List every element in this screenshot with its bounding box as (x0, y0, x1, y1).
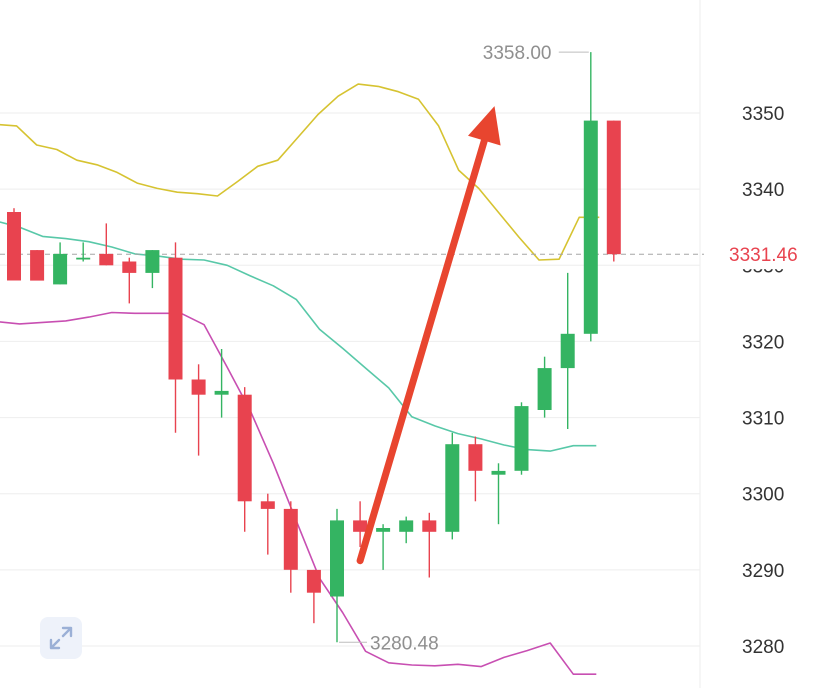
y-tick-label: 3290 (742, 561, 784, 582)
bollinger-bands (0, 83, 600, 676)
y-tick-label: 3340 (742, 180, 784, 201)
candle (330, 508, 344, 643)
candle-body-down (422, 520, 437, 532)
expand-button[interactable] (40, 617, 82, 659)
candle-body-down (606, 120, 621, 255)
candle-body-up (491, 470, 506, 475)
candle-body-down (168, 257, 183, 380)
candle (260, 493, 275, 555)
candle-body-up (560, 333, 575, 369)
candle-body-up (445, 444, 460, 532)
candle (583, 52, 598, 342)
candle (422, 512, 437, 578)
y-tick-label: 3280 (742, 637, 784, 658)
candle-body-down (260, 501, 275, 509)
y-tick-label: 3350 (742, 104, 784, 125)
candle-body-up (376, 528, 391, 532)
candle-body-up (537, 368, 552, 410)
candle-body-down (99, 253, 114, 266)
candlesticks (7, 52, 621, 643)
annotations: 3358.00 3280.48 (339, 43, 589, 654)
candle (283, 501, 298, 593)
current-price-label-bg (704, 239, 826, 270)
band-middle-line (0, 221, 597, 452)
candle (376, 524, 391, 570)
candle (353, 501, 368, 547)
y-tick-label: 3310 (742, 409, 784, 430)
candle (237, 387, 252, 532)
candle (30, 250, 45, 281)
candle (560, 272, 575, 429)
high-annotation-label: 3358.00 (483, 43, 552, 64)
price-axis: 328032903300331033203330334033503331.46 (704, 104, 826, 658)
candle-body-up (53, 253, 68, 285)
y-tick-label: 3300 (742, 485, 784, 506)
candle (306, 569, 321, 624)
candle-body-up (214, 390, 229, 395)
candle (399, 516, 414, 544)
y-tick-label: 3320 (742, 332, 784, 353)
candle-body-down (30, 250, 45, 281)
candle (445, 432, 460, 540)
candle (537, 356, 552, 418)
candle (214, 349, 229, 418)
expand-diagonal-icon (49, 626, 73, 650)
candle (7, 208, 21, 281)
candle-body-up (399, 520, 414, 532)
candle (514, 402, 529, 475)
candle-body-down (7, 212, 21, 281)
trend-arrow-head (468, 106, 501, 146)
candle (468, 436, 483, 502)
candle (145, 250, 160, 289)
current-price-label: 3331.46 (729, 245, 798, 266)
candle (168, 242, 183, 433)
candle-body-up (514, 406, 529, 471)
candle-body-down (283, 508, 298, 570)
candle (606, 120, 621, 262)
candle-body-down (122, 261, 137, 273)
candle (191, 364, 206, 456)
trend-arrow (356, 106, 501, 565)
candle-body-up (583, 120, 598, 334)
candle-body-down (468, 444, 483, 471)
candle-body-down (353, 520, 368, 532)
candle-body-up (76, 257, 91, 260)
band-upper-line (0, 83, 600, 261)
candle (491, 463, 506, 525)
candle-body-up (330, 520, 344, 597)
candle (53, 242, 68, 285)
grid-lines (0, 0, 701, 688)
candle (76, 242, 91, 262)
candle-body-down (237, 394, 252, 502)
candle-body-up (145, 250, 160, 273)
low-annotation-label: 3280.48 (370, 633, 439, 654)
candle (99, 223, 114, 266)
candle-body-down (306, 569, 321, 593)
candle (122, 257, 137, 304)
trend-arrow-shaft (356, 137, 488, 565)
candle-body-down (191, 379, 206, 395)
